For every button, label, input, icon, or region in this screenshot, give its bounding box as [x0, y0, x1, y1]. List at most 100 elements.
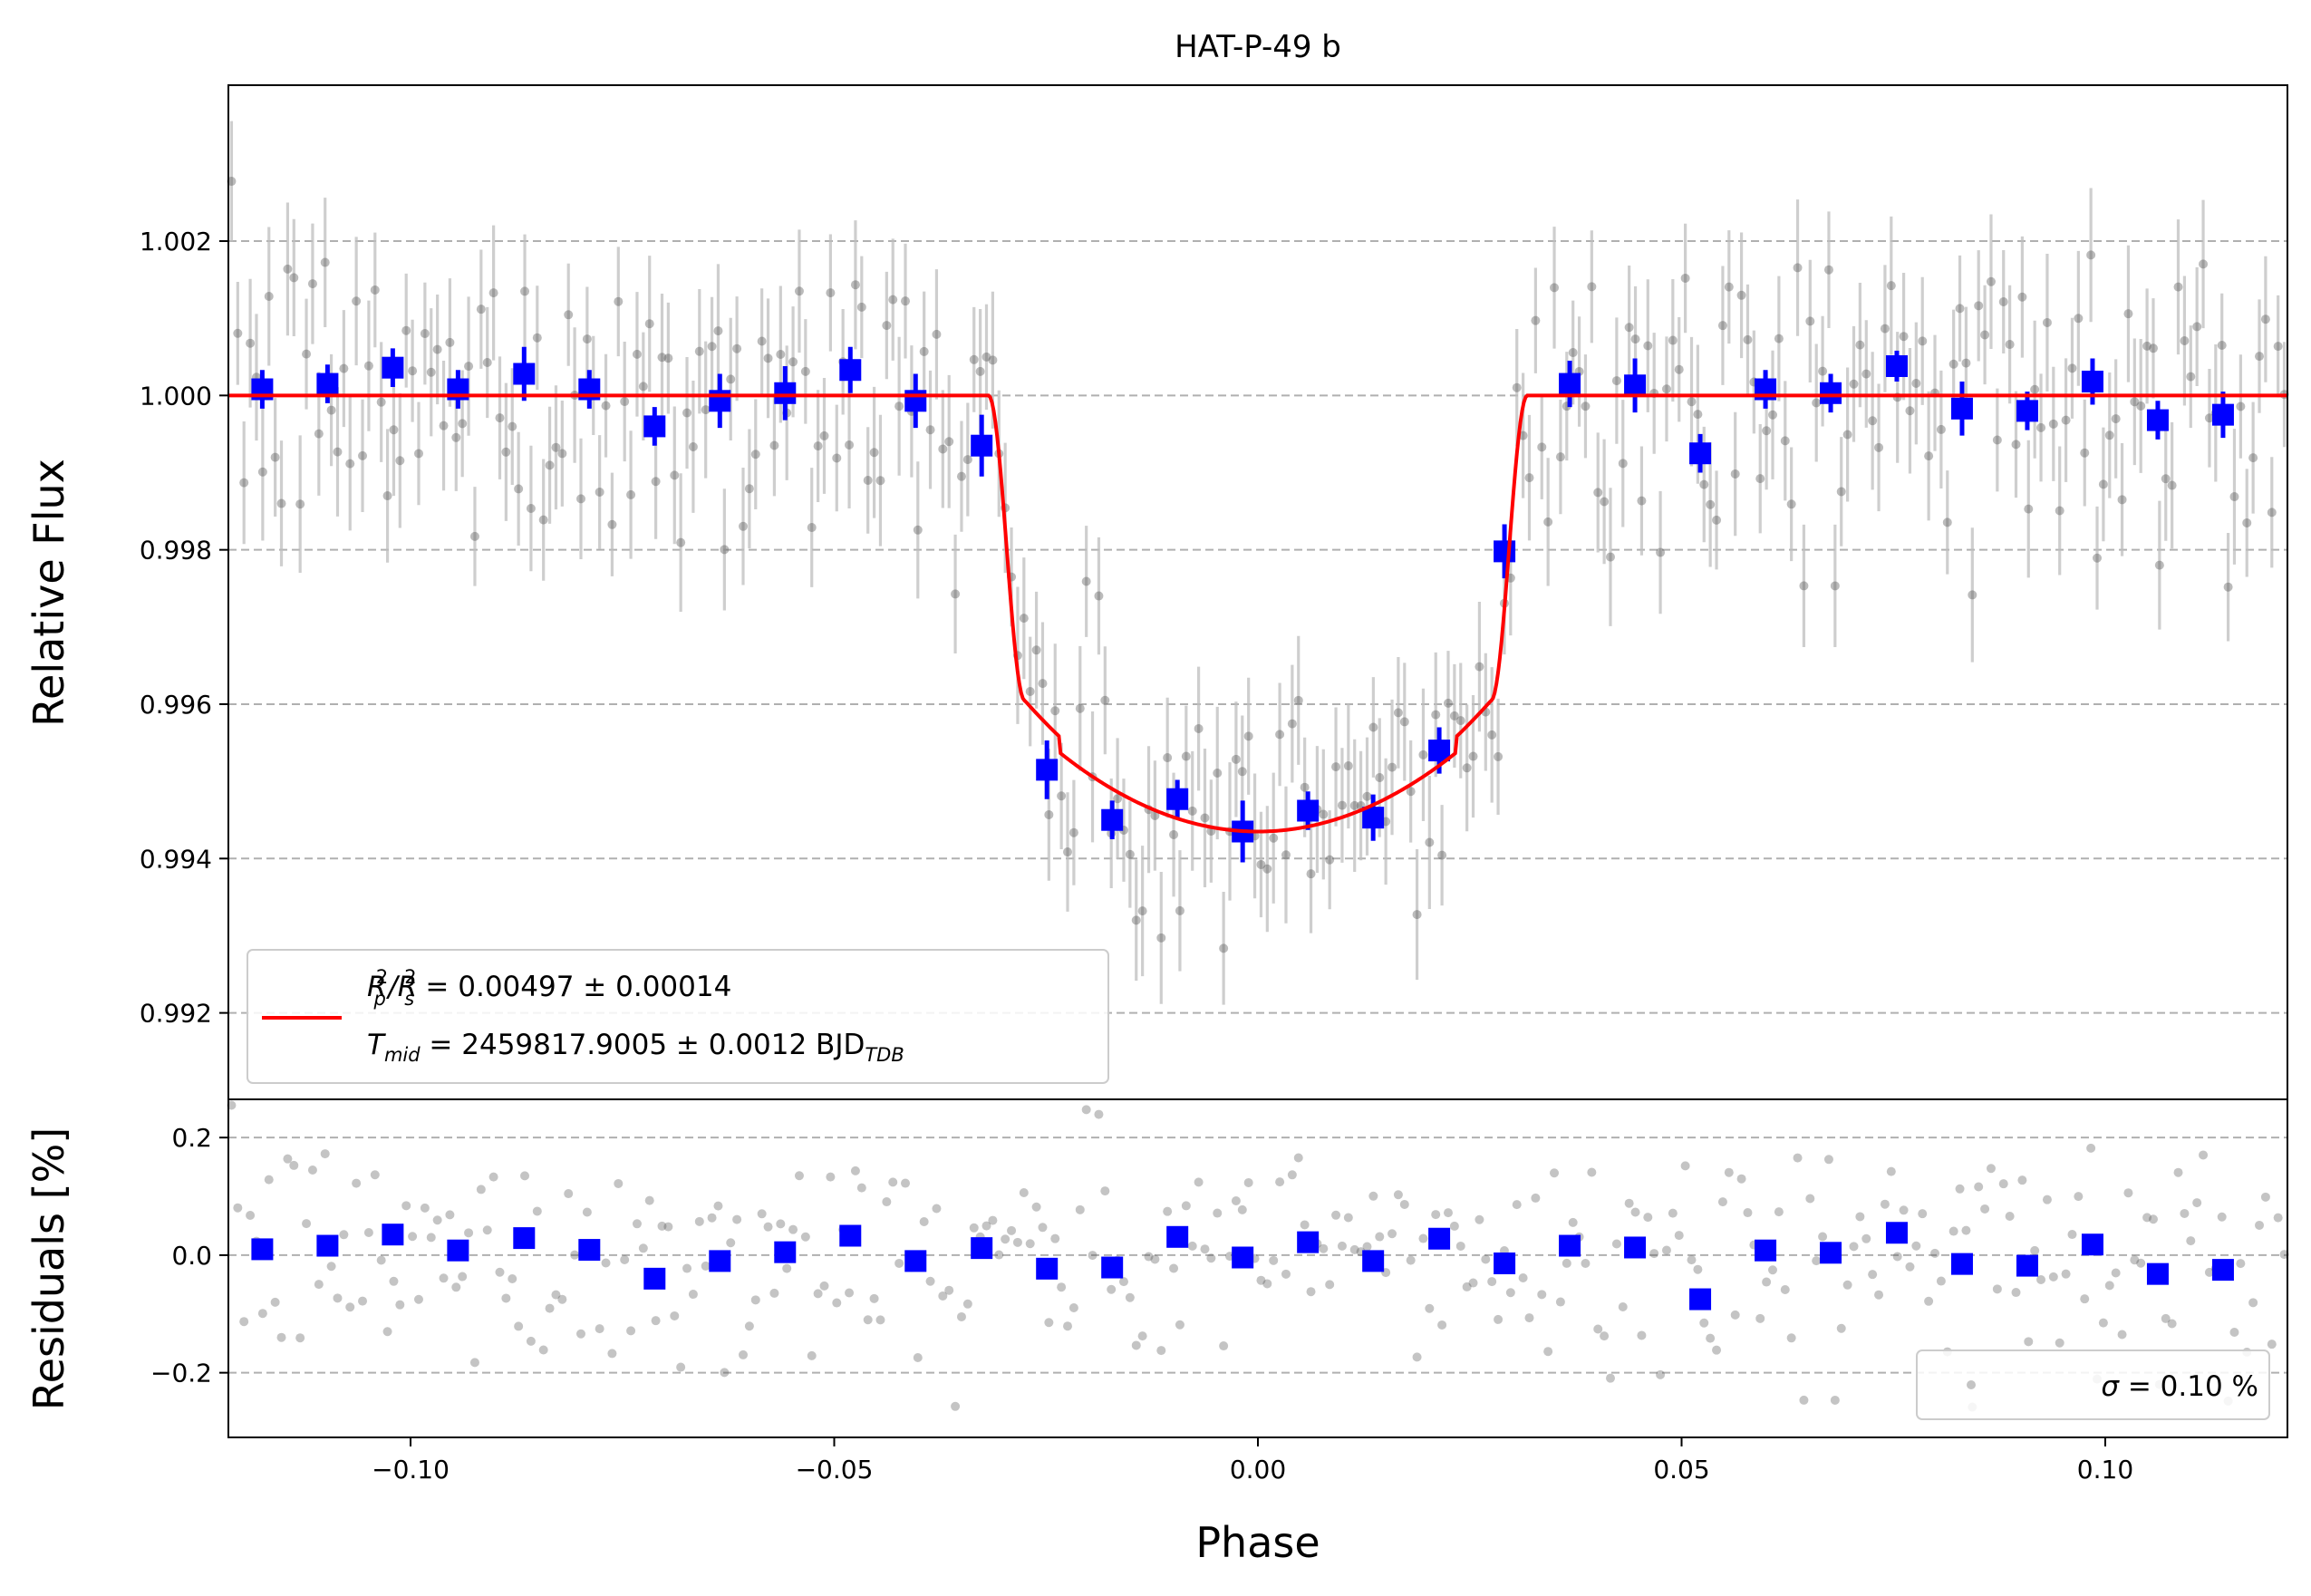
binned-flux-point — [2016, 400, 2038, 422]
raw-residual-point — [1281, 1269, 1291, 1279]
binned-residual-point — [839, 1224, 862, 1247]
raw-residual-point — [1823, 1155, 1833, 1165]
raw-flux-point — [644, 319, 654, 329]
raw-residual-point — [476, 1185, 486, 1195]
legend-tdb-subscript: TDB — [865, 1044, 904, 1066]
raw-flux-point — [875, 476, 885, 486]
raw-residual-point — [2204, 1267, 2214, 1277]
binned-residual-point — [251, 1238, 274, 1261]
binned-flux-point — [1559, 372, 1581, 395]
raw-flux-point — [2167, 480, 2177, 490]
raw-residual-point — [1531, 1193, 1541, 1203]
raw-flux-point — [2042, 317, 2052, 327]
raw-flux-point — [807, 523, 817, 533]
raw-flux-point — [1730, 469, 1740, 479]
residual-y-tick-label: −0.2 — [150, 1359, 212, 1388]
raw-residual-point — [413, 1294, 423, 1304]
raw-residual-point — [1880, 1199, 1890, 1209]
raw-residual-point — [1730, 1310, 1740, 1320]
raw-residual-point — [532, 1206, 542, 1216]
raw-flux-point — [2024, 504, 2034, 514]
raw-residual-point — [345, 1302, 355, 1312]
raw-flux-point — [1618, 459, 1628, 469]
raw-residual-point — [813, 1289, 823, 1299]
raw-residual-point — [1300, 1220, 1310, 1230]
raw-flux-point — [2204, 413, 2214, 423]
raw-residual-point — [1293, 1153, 1303, 1163]
raw-flux-point — [1050, 706, 1060, 716]
raw-flux-point — [1256, 859, 1266, 869]
raw-residual-point — [508, 1274, 517, 1284]
raw-flux-point — [2048, 419, 2058, 429]
raw-flux-point — [1362, 791, 1372, 801]
residuals-panel-frame — [227, 1098, 2288, 1438]
raw-flux-point — [701, 405, 711, 415]
raw-flux-point — [1555, 452, 1565, 462]
flux-panel-background — [228, 85, 2287, 1099]
raw-flux-point — [1449, 711, 1459, 721]
raw-residual-point — [1175, 1320, 1185, 1330]
binned-residual-point — [1101, 1256, 1124, 1279]
raw-flux-point — [988, 355, 998, 365]
raw-residual-point — [788, 1224, 798, 1234]
binned-flux-point — [513, 363, 536, 385]
raw-flux-point — [1019, 614, 1029, 624]
raw-residual-point — [2117, 1330, 2127, 1340]
raw-flux-point — [813, 441, 823, 451]
raw-flux-point — [1031, 645, 1041, 655]
raw-flux-point — [1100, 695, 1110, 705]
raw-flux-point — [1911, 378, 1921, 388]
raw-flux-point — [1524, 473, 1534, 483]
raw-residual-point — [1868, 1270, 1878, 1280]
chart-title: HAT-P-49 b — [1175, 29, 1341, 65]
raw-residual-point — [607, 1349, 617, 1359]
phase-x-ticks: −0.10 −0.05 0.00 0.05 0.10 — [372, 1437, 2133, 1485]
binned-residual-point — [382, 1224, 404, 1246]
raw-residual-point — [520, 1171, 530, 1181]
raw-residual-point — [1425, 1303, 1435, 1313]
raw-residual-point — [901, 1178, 911, 1188]
raw-flux-point — [1368, 722, 1378, 732]
raw-residual-point — [2273, 1213, 2283, 1223]
raw-flux-point — [2267, 508, 2277, 517]
raw-residual-point — [270, 1297, 280, 1307]
raw-flux-point — [651, 477, 661, 487]
raw-residual-point — [688, 1290, 698, 1300]
raw-flux-point — [1025, 686, 1035, 696]
raw-flux-point — [2030, 384, 2040, 394]
phase-x-tick-label: −0.10 — [372, 1455, 450, 1485]
binned-flux-point — [774, 382, 797, 404]
raw-residual-point — [1924, 1296, 1934, 1306]
raw-flux-point — [538, 515, 548, 525]
raw-flux-point — [432, 344, 442, 354]
raw-flux-point — [776, 350, 786, 360]
residuals-legend-label: σ = 0.10 % — [2101, 1370, 2258, 1403]
raw-residual-point — [1693, 1264, 1703, 1274]
raw-residual-point — [981, 1221, 991, 1231]
raw-flux-point — [1163, 753, 1173, 763]
raw-flux-point — [832, 453, 842, 463]
raw-residual-point — [713, 1201, 723, 1211]
legend-p-subscript: p — [373, 988, 386, 1010]
raw-residual-point — [1306, 1287, 1316, 1297]
raw-flux-point — [1805, 316, 1815, 326]
binned-flux-point — [1428, 740, 1451, 762]
raw-flux-point — [2154, 560, 2164, 570]
binned-flux-point — [1885, 354, 1908, 377]
raw-flux-point — [713, 326, 723, 336]
raw-residual-point — [863, 1315, 873, 1325]
raw-flux-point — [1762, 426, 1772, 436]
raw-residual-point — [744, 1321, 754, 1331]
flux-legend: Rp2/Rs2 = 0.00497 ± 0.00014 Tmid = 24598… — [247, 949, 1109, 1084]
binned-residual-point — [316, 1234, 339, 1257]
raw-flux-point — [270, 452, 280, 462]
raw-flux-point — [863, 476, 873, 486]
raw-residual-point — [352, 1178, 362, 1188]
raw-residual-point — [2173, 1167, 2183, 1177]
raw-residual-point — [1331, 1210, 1341, 1220]
raw-flux-point — [1774, 334, 1784, 343]
raw-flux-point — [626, 489, 636, 499]
binned-residual-point — [1494, 1252, 1516, 1274]
raw-flux-point — [2117, 495, 2127, 505]
raw-residual-point — [1368, 1191, 1378, 1201]
